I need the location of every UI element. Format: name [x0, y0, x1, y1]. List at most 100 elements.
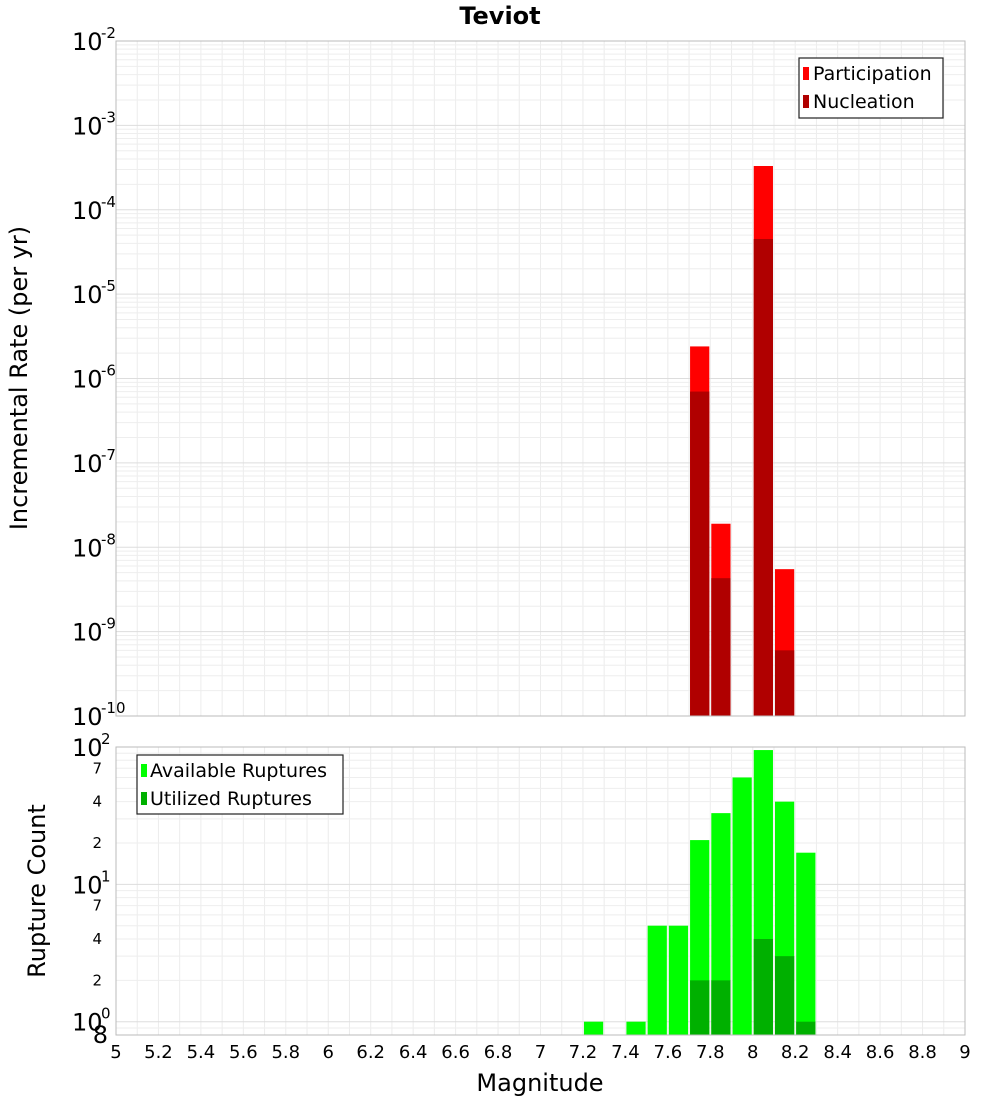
x-tick-label: 7.4	[611, 1042, 640, 1063]
y-tick-label: 10-2	[72, 24, 116, 56]
y-tick-exponent: -5	[101, 277, 116, 295]
y-tick-label: 102	[72, 730, 111, 762]
y-tick-exponent: -4	[101, 193, 116, 211]
x-tick-label: 8.4	[823, 1042, 852, 1063]
x-tick-label: 6.2	[356, 1042, 385, 1063]
x-tick-label: 9	[959, 1042, 970, 1063]
legend-swatch-participation	[803, 67, 809, 80]
x-tick-label: 5.8	[271, 1042, 300, 1063]
bar-available-ruptures-0	[583, 1021, 604, 1035]
y-tick-exponent: -9	[101, 615, 116, 633]
y-tick-exponent: -3	[101, 108, 116, 126]
y-tick-label: 101	[72, 867, 111, 899]
y-tick-label: 10-5	[72, 277, 116, 309]
x-tick-label: 8.6	[866, 1042, 895, 1063]
y-tick-label: 10-4	[72, 193, 116, 225]
x-tick-label: 7.6	[654, 1042, 683, 1063]
y-minor-tick-label: 7	[92, 897, 102, 915]
x-tick-label: 5.2	[144, 1042, 173, 1063]
y-tick-base: 10	[72, 619, 103, 647]
legend-swatch-nucleation	[803, 95, 809, 108]
bar-nucleation-0	[690, 391, 710, 716]
rate-grid	[115, 41, 966, 717]
x-tick-label: 5.6	[229, 1042, 258, 1063]
bar-available-ruptures-6	[732, 777, 752, 1035]
legend-label-utilized: Utilized Ruptures	[150, 788, 312, 810]
x-tick-label: 5.4	[187, 1042, 216, 1063]
y-tick-label: 10-9	[72, 615, 116, 647]
legend-label-participation: Participation	[813, 63, 932, 85]
y-tick-base: 10	[72, 28, 103, 56]
rate-legend-box	[798, 57, 944, 119]
x-tick-label: 7.2	[569, 1042, 598, 1063]
rate-y-axis-label: Incremental Rate (per yr)	[5, 226, 33, 530]
y-tick-base: 10	[72, 1009, 103, 1037]
y-tick-base: 10	[72, 534, 103, 562]
y-tick-label: 10-10	[72, 699, 126, 731]
count-bars	[583, 750, 816, 1035]
count-y-axis-label: Rupture Count	[23, 804, 51, 978]
bar-available-ruptures-9	[796, 852, 816, 1035]
y-tick-label: 10-7	[72, 446, 116, 478]
y-tick-base: 10	[72, 112, 103, 140]
rate-bars	[690, 166, 795, 717]
y-minor-tick-label: 2	[92, 971, 102, 989]
bar-available-ruptures-2	[647, 925, 667, 1035]
x-tick-label: 5	[110, 1042, 121, 1063]
y-tick-exponent: -10	[101, 699, 126, 717]
y-tick-exponent: 0	[101, 1005, 111, 1023]
legend-swatch-utilized	[141, 792, 147, 805]
bar-utilized-ruptures-8	[774, 956, 795, 1035]
legend-label-nucleation: Nucleation	[813, 91, 915, 113]
count-plot-border	[115, 746, 966, 1036]
x-tick-label: 8	[747, 1042, 758, 1063]
y-tick-exponent: -8	[101, 530, 116, 548]
bar-available-ruptures-5	[711, 813, 731, 1035]
x-tick-label: 7.8	[696, 1042, 725, 1063]
x-tick-label: 6	[323, 1042, 334, 1063]
bar-utilized-ruptures-9	[796, 1021, 816, 1035]
y-minor-tick-label: 2	[92, 834, 102, 852]
y-tick-base: 10	[72, 281, 103, 309]
bar-nucleation-3	[774, 650, 795, 716]
legend-label-available: Available Ruptures	[150, 760, 327, 782]
rate-legend: Participation Nucleation	[798, 57, 944, 119]
y-tick-label: 10-3	[72, 108, 116, 140]
chart-title: Teviot	[459, 2, 540, 30]
y-tick-base: 10	[72, 871, 103, 899]
bar-utilized-ruptures-7	[753, 939, 773, 1035]
bar-nucleation-1	[711, 578, 731, 716]
y-tick-exponent: -6	[101, 362, 116, 380]
count-legend: Available Ruptures Utilized Ruptures	[136, 754, 344, 815]
legend-swatch-available	[141, 764, 147, 777]
x-tick-label: 6.4	[399, 1042, 428, 1063]
x-tick-label: 6.6	[441, 1042, 470, 1063]
count-legend-box	[136, 754, 344, 815]
y-minor-tick-label: 7	[92, 759, 102, 777]
y-tick-base: 10	[72, 366, 103, 394]
count-x-ticks: 5 5.2 5.4 5.6 5.8 6 6.2 6.4 6.6 6.8 7 7.2 7.4 7.6 7.8 8…	[110, 1042, 970, 1063]
y-minor-tick-label: 8	[93, 1021, 108, 1049]
y-tick-exponent: -2	[101, 24, 116, 42]
y-tick-label: 10-8	[72, 530, 116, 562]
y-tick-base: 10	[72, 703, 103, 731]
y-tick-exponent: 2	[101, 730, 111, 748]
bar-available-ruptures-1	[626, 1021, 646, 1035]
bar-utilized-ruptures-4	[690, 980, 710, 1035]
y-minor-tick-label: 4	[92, 793, 102, 811]
bar-nucleation-2	[753, 239, 773, 716]
y-tick-base: 10	[72, 450, 103, 478]
y-tick-exponent: -7	[101, 446, 116, 464]
y-minor-tick-label: 4	[92, 930, 102, 948]
x-tick-label: 8.8	[908, 1042, 937, 1063]
y-tick-base: 10	[72, 734, 103, 762]
x-tick-label: 6.8	[484, 1042, 513, 1063]
bar-available-ruptures-3	[668, 925, 689, 1035]
x-axis-label: Magnitude	[476, 1069, 603, 1097]
y-tick-exponent: 1	[101, 867, 111, 885]
y-tick-base: 10	[72, 197, 103, 225]
